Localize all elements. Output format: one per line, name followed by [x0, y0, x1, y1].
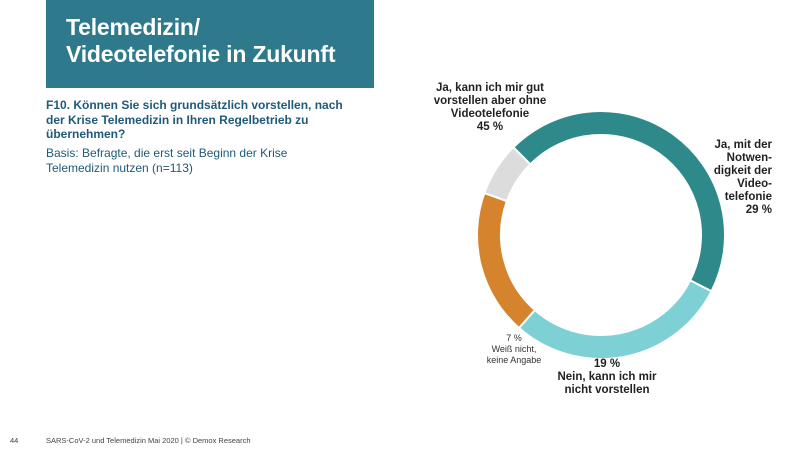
page-number: 44	[10, 436, 19, 445]
label-slice-ja-mit-video: Ja, mit der Notwen- digkeit der Video- t…	[706, 139, 772, 217]
label-slice-ja-ohne-video: Ja, kann ich mir gut vorstellen aber ohn…	[395, 82, 585, 134]
data-label: 19 %	[593, 358, 621, 370]
label-slice-nein: 19 % Nein, kann ich mir nicht vorstellen	[532, 358, 682, 397]
label-slice-weiss-nicht: 7 % Weiß nicht, keine Angabe	[464, 333, 564, 366]
data-label: 45 %	[476, 121, 504, 133]
title-banner: Telemedizin/ Videotelefonie in Zukunft	[46, 0, 374, 88]
donut-slice-2	[476, 191, 537, 330]
label-text: Nein, kann ich mir nicht vorstellen	[557, 371, 657, 396]
page-title-line-2: Videotelefonie in Zukunft	[66, 41, 336, 67]
label-text: Ja, mit der Notwen- digkeit der Video- t…	[713, 139, 772, 203]
page-title-line-1: Telemedizin/	[66, 14, 200, 40]
basis-text: Basis: Befragte, die erst seit Beginn de…	[46, 146, 288, 175]
data-label: 29 %	[745, 204, 772, 216]
donut-slice-3	[483, 145, 532, 203]
data-label: 7 %	[506, 333, 522, 343]
label-text: Ja, kann ich mir gut vorstellen aber ohn…	[433, 82, 547, 120]
donut-slice-0	[511, 110, 726, 293]
label-text: Weiß nicht, keine Angabe	[486, 344, 542, 365]
question-text: F10. Können Sie sich grundsätzlich vorst…	[46, 98, 343, 141]
source-note: SARS-CoV-2 und Telemedizin Mai 2020 | © …	[46, 436, 251, 445]
